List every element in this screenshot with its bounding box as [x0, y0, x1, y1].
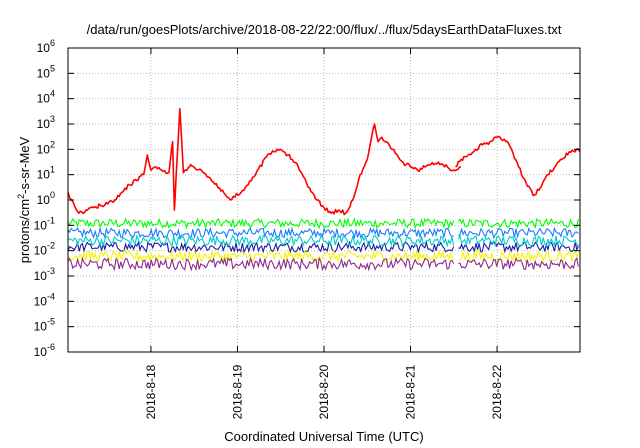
- flux-series-line: [67, 256, 579, 272]
- y-tick-label: 10-6: [34, 342, 55, 359]
- x-tick-label: 2018-8-19: [230, 364, 244, 419]
- x-axis-label: Coordinated Universal Time (UTC): [224, 429, 423, 444]
- flux-series-line: [67, 233, 579, 248]
- y-tick-label: 10-3: [34, 266, 55, 283]
- y-tick-label: 10-1: [34, 215, 55, 232]
- y-tick-label: 104: [37, 89, 55, 106]
- grid: [68, 48, 580, 352]
- flux-series-line: [67, 216, 579, 230]
- y-tick-label: 103: [37, 114, 55, 131]
- y-tick-label: 106: [37, 38, 55, 55]
- proton-flux-line: [67, 107, 461, 216]
- flux-series-line: [67, 248, 579, 264]
- x-axis-ticks: 2018-8-18 2018-8-19 2018-8-20 2018-8-21 2018…: [144, 48, 504, 419]
- flux-series-line: [67, 226, 579, 240]
- y-tick-label: 10-4: [34, 291, 55, 308]
- x-tick-label: 2018-8-21: [404, 364, 418, 419]
- flux-series-line: [67, 240, 579, 254]
- x-tick-label: 2018-8-22: [490, 364, 504, 419]
- x-tick-label: 2018-8-20: [317, 364, 331, 419]
- y-tick-label: 10-5: [34, 317, 55, 334]
- data-series: [67, 107, 581, 272]
- y-tick-label: 102: [37, 139, 55, 156]
- chart-title: /data/run/goesPlots/archive/2018-08-22/2…: [87, 22, 562, 37]
- y-axis-ticks: 10-6 10-5 10-4 10-3 10-2 10-1 100 101 102 103 104 1…: [34, 38, 580, 359]
- y-tick-label: 10-2: [34, 241, 55, 258]
- y-tick-label: 105: [37, 63, 55, 80]
- proton-flux-line: [455, 135, 581, 197]
- y-tick-label: 100: [37, 190, 55, 207]
- y-axis-label: protons/cm2-s-sr-MeV: [16, 136, 32, 263]
- y-tick-label: 101: [37, 165, 55, 182]
- x-tick-label: 2018-8-18: [144, 364, 158, 419]
